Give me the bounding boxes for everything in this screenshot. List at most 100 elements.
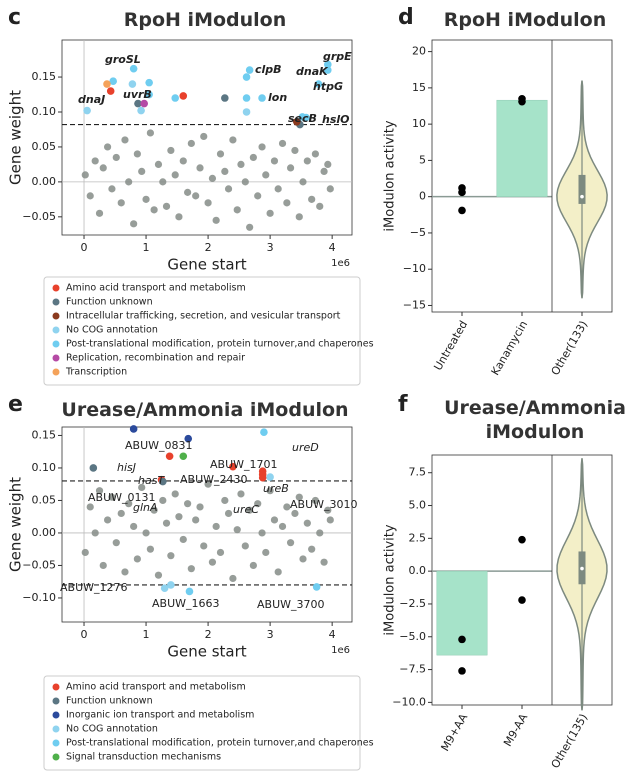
background-point xyxy=(258,529,266,537)
gene-point xyxy=(109,77,117,86)
gene-point xyxy=(179,452,188,461)
violin-median xyxy=(580,566,584,571)
gene-point xyxy=(145,90,153,99)
gene-point xyxy=(83,106,91,115)
background-point xyxy=(192,192,200,200)
gene-point xyxy=(185,587,194,596)
background-point xyxy=(171,490,179,498)
gene-annotation: clpB xyxy=(255,63,282,76)
background-point xyxy=(254,192,262,200)
violin-box xyxy=(578,174,586,204)
plot-frame xyxy=(61,426,353,623)
background-point xyxy=(246,223,254,231)
background-point xyxy=(150,206,158,214)
y-tick-label: 0.15 xyxy=(32,428,57,441)
background-point xyxy=(229,136,237,144)
chart-title: RpoH iModulon xyxy=(443,9,607,31)
background-point xyxy=(216,548,225,557)
x-tick-label: 3 xyxy=(267,241,274,254)
background-point xyxy=(241,178,249,186)
background-point xyxy=(326,516,334,524)
panel-letter: c xyxy=(8,5,21,30)
background-point xyxy=(311,496,320,505)
gene-annotation: htpG xyxy=(313,80,343,93)
background-point xyxy=(204,480,212,488)
gene-point xyxy=(106,87,115,95)
y-tick-label: 20 xyxy=(412,45,426,58)
background-point xyxy=(187,565,195,573)
background-point xyxy=(175,513,183,521)
gene-annotation: hisJ xyxy=(117,461,136,474)
gene-annotation: glnA xyxy=(133,501,158,514)
gene-point xyxy=(266,473,274,481)
gene-point xyxy=(245,66,254,74)
background-point xyxy=(91,157,99,165)
background-point xyxy=(286,164,295,172)
background-point xyxy=(99,561,107,570)
background-point xyxy=(221,167,229,175)
legend-label: Post-translational modification, protein… xyxy=(66,738,374,749)
x-tick-label: M9+AA xyxy=(438,711,470,753)
background-point xyxy=(224,509,233,518)
sample-point xyxy=(518,596,526,604)
gene-point xyxy=(89,464,98,472)
x-offset-label: 1e6 xyxy=(331,645,350,656)
x-axis-label: Gene start xyxy=(167,256,246,274)
background-point xyxy=(295,493,303,501)
x-tick-label: Other(135) xyxy=(549,712,591,771)
background-point xyxy=(196,503,204,511)
background-point xyxy=(291,509,299,518)
x-tick-label: 0 xyxy=(81,241,88,254)
background-point xyxy=(142,195,150,203)
gene-annotation: ABUW_1663 xyxy=(152,597,220,610)
background-point xyxy=(274,568,282,576)
background-point xyxy=(208,174,217,182)
legend-marker xyxy=(52,739,60,747)
gene-point xyxy=(258,473,267,482)
y-tick-label: 0.05 xyxy=(32,493,57,506)
x-tick-label: Untreated xyxy=(431,319,470,373)
y-tick-label: 5.0 xyxy=(409,499,427,512)
gene-annotation: lon xyxy=(268,91,287,104)
background-point xyxy=(208,558,217,566)
y-axis-label: Gene weight xyxy=(7,90,25,185)
x-tick-label: 3 xyxy=(267,628,274,641)
legend-label: Signal transduction mechanisms xyxy=(66,752,221,763)
y-tick-label: 0.10 xyxy=(32,105,57,118)
background-point xyxy=(229,574,237,583)
x-tick-label: 2 xyxy=(205,241,212,254)
background-point xyxy=(179,535,187,544)
background-point xyxy=(130,220,138,228)
gene-annotation: hasT xyxy=(138,474,165,487)
background-point xyxy=(103,516,112,524)
background-point xyxy=(233,206,241,214)
gene-point xyxy=(145,78,153,87)
background-point xyxy=(266,209,274,217)
x-tick-label: 2 xyxy=(205,628,212,641)
gene-point xyxy=(324,66,332,74)
y-tick-label: −0.05 xyxy=(22,558,56,571)
gene-annotation: hslO xyxy=(322,113,350,126)
gene-annotation: dnaK xyxy=(296,65,329,78)
background-point xyxy=(121,568,129,576)
background-point xyxy=(171,171,179,179)
legend-box xyxy=(43,276,361,386)
legend-marker xyxy=(52,312,60,320)
background-point xyxy=(95,487,104,495)
background-point xyxy=(125,500,133,508)
y-tick-label: 0.10 xyxy=(32,461,57,474)
panel-letter: e xyxy=(8,392,23,417)
background-point xyxy=(270,157,279,165)
gene-point xyxy=(137,106,145,115)
x-tick-label: 4 xyxy=(329,241,336,254)
legend-marker xyxy=(52,725,60,733)
y-axis-label: Gene weight xyxy=(7,477,25,572)
x-tick-label: Other(133) xyxy=(549,319,591,378)
background-point xyxy=(150,506,158,514)
background-point xyxy=(237,160,245,169)
bar xyxy=(496,99,548,197)
y-tick-label: 0 xyxy=(419,190,426,203)
background-point xyxy=(308,195,316,203)
